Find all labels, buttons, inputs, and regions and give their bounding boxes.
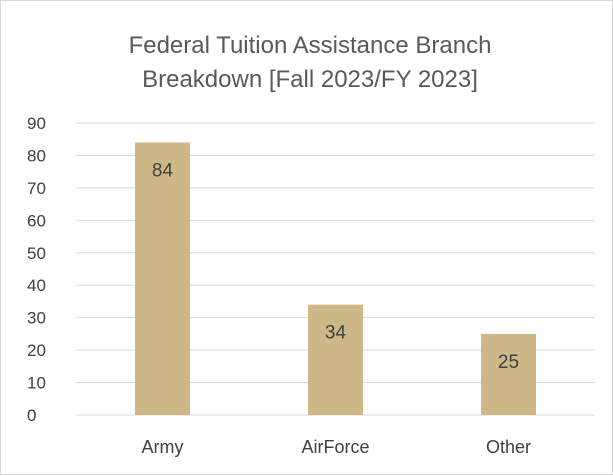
y-tick-label-10: 10 xyxy=(27,374,46,393)
data-label-other: 25 xyxy=(498,352,519,373)
y-tick-label-90: 90 xyxy=(27,114,46,133)
y-tick-label-70: 70 xyxy=(27,179,46,198)
bar-other xyxy=(481,333,536,415)
x-axis-category-labels: Army AirForce Other xyxy=(142,437,532,457)
y-tick-label-40: 40 xyxy=(27,276,46,295)
y-tick-label-50: 50 xyxy=(27,244,46,263)
y-tick-label-80: 80 xyxy=(27,146,46,165)
chart-title-line-1: Federal Tuition Assistance Branch xyxy=(129,32,492,59)
data-labels: 84 34 25 xyxy=(152,160,519,372)
y-tick-label-30: 30 xyxy=(27,309,46,328)
bar-army xyxy=(135,142,190,415)
x-category-label-airforce: AirForce xyxy=(301,437,369,457)
x-category-label-army: Army xyxy=(142,437,184,457)
bar-airforce xyxy=(308,304,363,415)
y-tick-label-60: 60 xyxy=(27,211,46,230)
data-label-army: 84 xyxy=(152,160,174,181)
y-tick-label-0: 0 xyxy=(27,406,36,425)
y-axis-tick-labels: 0 10 20 30 40 50 60 70 80 90 xyxy=(27,114,46,425)
chart-title-line-2: Breakdown [Fall 2023/FY 2023] xyxy=(142,66,478,93)
x-category-label-other: Other xyxy=(486,437,531,457)
bars xyxy=(135,142,536,415)
y-tick-label-20: 20 xyxy=(27,341,46,360)
data-label-airforce: 34 xyxy=(325,323,347,344)
